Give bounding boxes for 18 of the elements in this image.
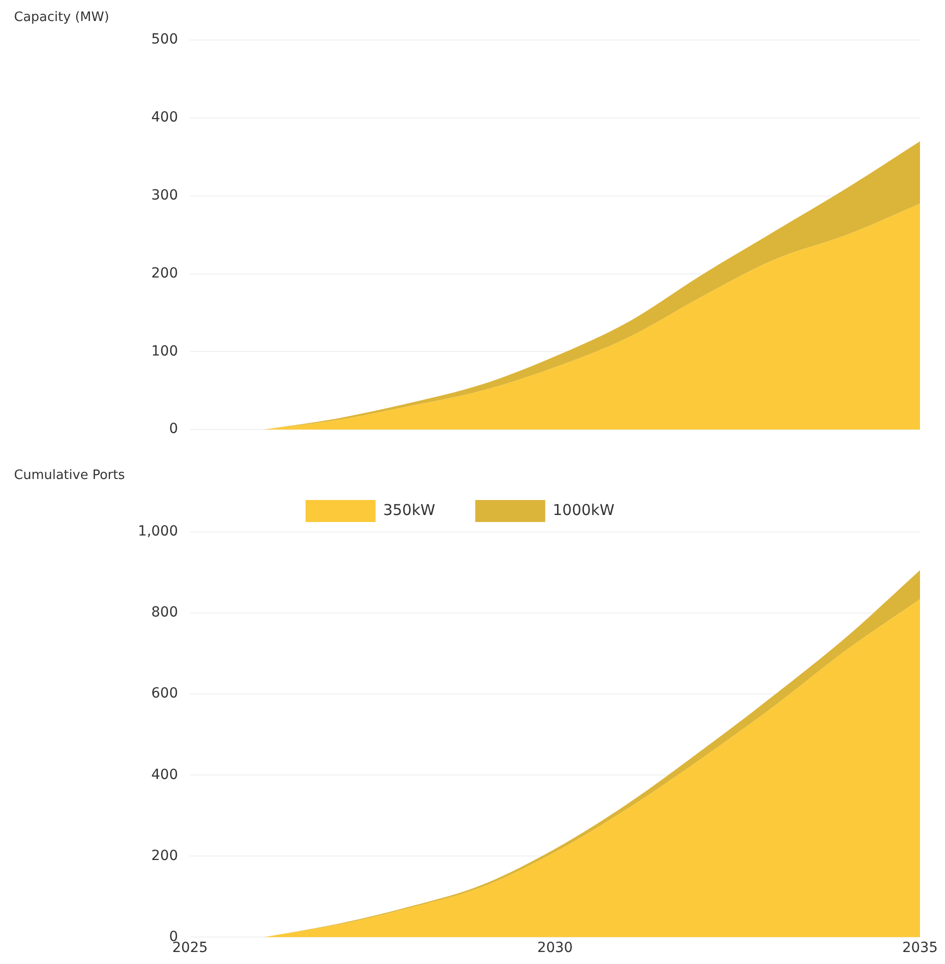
y-tick-label: 600 (151, 686, 178, 702)
y-tick-label: 100 (151, 343, 178, 360)
y-tick-label: 1,000 (138, 524, 178, 540)
y-tick-label: 800 (151, 604, 178, 621)
y-tick-label: 500 (151, 32, 178, 48)
y-axis-title: Capacity (MW) (14, 10, 110, 25)
legend-label: 350kW (383, 500, 436, 519)
legend-label: 1000kW (552, 500, 615, 519)
y-tick-label: 200 (151, 848, 178, 864)
x-tick-label: 2035 (902, 940, 938, 956)
y-tick-label: 200 (151, 265, 178, 282)
x-tick-label: 2030 (537, 940, 573, 956)
y-tick-label: 400 (151, 110, 178, 126)
y-axis-title: Cumulative Ports (14, 468, 125, 483)
y-tick-label: 0 (169, 421, 178, 438)
y-tick-label: 300 (151, 187, 178, 204)
y-tick-label: 400 (151, 766, 178, 783)
x-tick-label: 2025 (172, 940, 208, 956)
